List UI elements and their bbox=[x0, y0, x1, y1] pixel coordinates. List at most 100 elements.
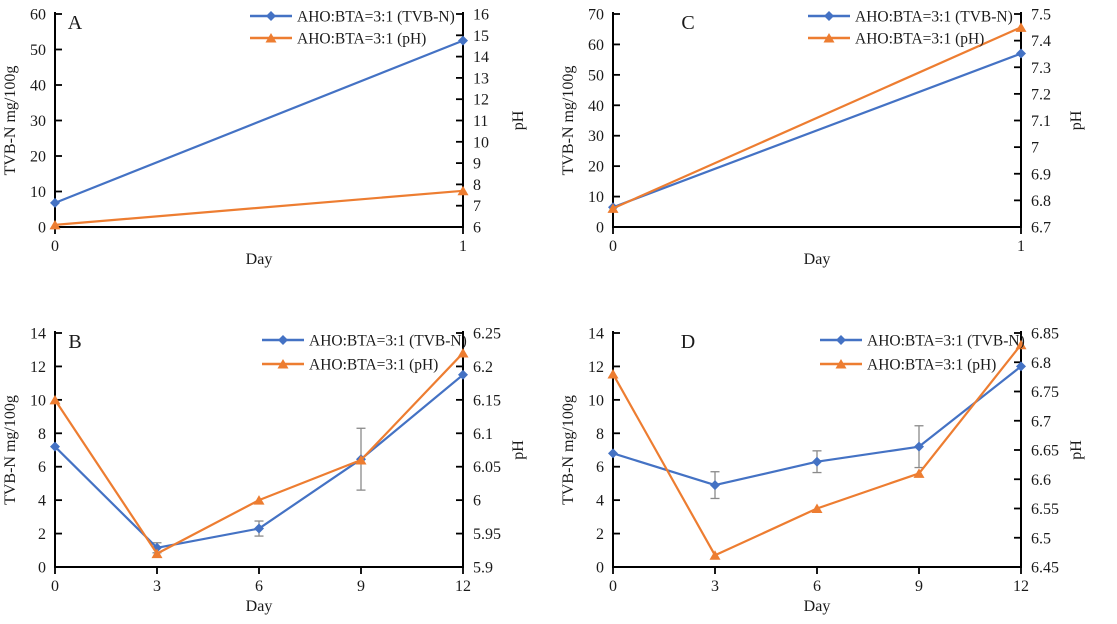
y-axis-left-tick-label: 6 bbox=[596, 459, 604, 476]
panel-label: B bbox=[68, 331, 81, 353]
x-axis-tick-label: 1 bbox=[1017, 238, 1025, 255]
y-axis-right-tick-label: 5.9 bbox=[473, 560, 493, 577]
x-axis-tick-label: 6 bbox=[813, 578, 821, 595]
series-line-ph bbox=[611, 343, 1023, 557]
y-axis-right-tick-label: 6.25 bbox=[473, 326, 501, 343]
y-axis-left-tick-label: 20 bbox=[588, 159, 604, 176]
y-axis-left-tick-label: 0 bbox=[38, 220, 46, 237]
data-point-diamond bbox=[1016, 361, 1026, 372]
legend: AHO:BTA=3:1 (TVB-N) AHO:BTA=3:1 (pH) bbox=[250, 9, 455, 48]
legend-item: AHO:BTA=3:1 (TVB-N) bbox=[250, 9, 455, 26]
legend-triangle-marker bbox=[835, 359, 847, 369]
data-point-diamond bbox=[254, 523, 264, 534]
y-axis-right-tick-label: 6.15 bbox=[473, 392, 501, 409]
y-axis-right-tick-label: 6.1 bbox=[473, 426, 493, 443]
y-axis-left-tick-label: 10 bbox=[30, 184, 46, 201]
legend-item: AHO:BTA=3:1 (TVB-N) bbox=[820, 333, 1025, 350]
legend-item: AHO:BTA=3:1 (TVB-N) bbox=[808, 9, 1013, 26]
chart-svg-C: 0102030405060706.76.86.977.17.27.37.47.5… bbox=[560, 7, 1085, 269]
y-axis-right-tick-label: 14 bbox=[473, 49, 489, 66]
x-axis-title: Day bbox=[246, 251, 273, 268]
y-axis-left-tick-label: 20 bbox=[30, 149, 46, 166]
x-axis-title: Day bbox=[246, 598, 273, 615]
y-axis-right-title: pH bbox=[510, 440, 527, 460]
legend-label: AHO:BTA=3:1 (pH) bbox=[309, 357, 438, 374]
data-point-triangle bbox=[1015, 22, 1027, 32]
x-axis-tick-label: 12 bbox=[1013, 578, 1029, 595]
y-axis-left-title: TVB-N mg/100g bbox=[2, 395, 19, 505]
y-axis-left-tick-label: 2 bbox=[596, 526, 604, 543]
data-point-diamond bbox=[458, 35, 468, 46]
y-axis-left-tick-label: 8 bbox=[38, 426, 46, 443]
y-axis-left-tick-label: 30 bbox=[30, 113, 46, 130]
y-axis-left-tick-label: 8 bbox=[596, 426, 604, 443]
data-point-triangle bbox=[49, 219, 61, 230]
series-line-tvbn bbox=[53, 39, 465, 204]
legend-item: AHO:BTA=3:1 (pH) bbox=[262, 357, 438, 374]
data-point-diamond bbox=[608, 448, 618, 459]
y-axis-left-tick-label: 12 bbox=[588, 359, 604, 376]
y-axis-right-tick-label: 6 bbox=[473, 493, 481, 510]
y-axis-left-tick-label: 50 bbox=[588, 67, 604, 84]
y-axis-left-tick-label: 60 bbox=[588, 37, 604, 54]
panel-label: D bbox=[681, 331, 695, 353]
y-axis-right-tick-label: 7.5 bbox=[1031, 7, 1051, 24]
series-line-ph bbox=[53, 189, 465, 226]
legend-item: AHO:BTA=3:1 (pH) bbox=[250, 31, 426, 48]
y-axis-right-tick-label: 5.95 bbox=[473, 526, 501, 543]
data-point-triangle bbox=[913, 468, 925, 478]
legend-label: AHO:BTA=3:1 (TVB-N) bbox=[867, 333, 1025, 350]
y-axis-right-tick-label: 6 bbox=[473, 220, 481, 237]
y-axis-right-tick-label: 6.65 bbox=[1031, 443, 1059, 460]
y-axis-left-tick-label: 0 bbox=[596, 560, 604, 577]
y-axis-left-title: TVB-N mg/100g bbox=[560, 395, 577, 505]
legend: AHO:BTA=3:1 (TVB-N) AHO:BTA=3:1 (pH) bbox=[820, 333, 1025, 374]
chart-svg-D: 0 2 4 6 8 10 12 14 6.45 6.5 6.55 6.6 6.65 6.7 6.75 6.8 6… bbox=[560, 326, 1085, 616]
legend-item: AHO:BTA=3:1 (TVB-N) bbox=[262, 333, 467, 350]
legend-diamond-marker bbox=[836, 335, 846, 345]
x-axis-tick-label: 12 bbox=[455, 578, 471, 595]
x-axis-tick-label: 0 bbox=[609, 238, 617, 255]
y-axis-right-tick-label: 7.4 bbox=[1031, 33, 1051, 50]
y-axis-right-tick-label: 10 bbox=[473, 134, 489, 151]
y-axis-right-tick-label: 6.8 bbox=[1031, 193, 1051, 210]
y-axis-left-tick-label: 10 bbox=[588, 189, 604, 206]
y-axis-right-tick-label: 6.7 bbox=[1031, 220, 1051, 237]
y-axis-left-tick-label: 14 bbox=[30, 326, 46, 343]
y-axis-right-tick-label: 7 bbox=[473, 198, 481, 215]
y-axis-left-tick-label: 0 bbox=[38, 560, 46, 577]
data-point-diamond bbox=[50, 197, 60, 208]
y-axis-right-tick-label: 7.3 bbox=[1031, 60, 1051, 77]
y-axis-left-tick-label: 10 bbox=[30, 392, 46, 409]
legend-label: AHO:BTA=3:1 (pH) bbox=[855, 31, 984, 48]
chart-svg-B: 0 2 4 6 8 10 12 14 5.9 5.95 6 6.05 6.1 6.15 6.2 6.25 0 3 6… bbox=[2, 326, 527, 616]
y-axis-right-tick-label: 7.2 bbox=[1031, 86, 1051, 103]
legend-triangle-marker bbox=[265, 33, 277, 43]
data-point-triangle bbox=[457, 348, 469, 358]
y-axis-left-tick-label: 14 bbox=[588, 326, 604, 343]
y-axis-right-tick-label: 6.5 bbox=[1031, 530, 1051, 547]
y-axis-right-tick-label: 12 bbox=[473, 92, 489, 109]
y-axis-left-tick-label: 4 bbox=[38, 493, 46, 510]
legend-triangle-marker bbox=[823, 33, 835, 43]
chart-svg-A: 0 10 20 30 40 50 60 6 7 8 9 10 11 12 13 14 15 16 0 1 TVB-N m… bbox=[2, 7, 527, 269]
x-axis-tick-label: 0 bbox=[609, 578, 617, 595]
legend-label: AHO:BTA=3:1 (pH) bbox=[297, 31, 426, 48]
x-axis-tick-label: 3 bbox=[153, 578, 161, 595]
y-axis-left-tick-label: 6 bbox=[38, 459, 46, 476]
data-point-diamond bbox=[710, 480, 720, 491]
chart-panel-D: 0 2 4 6 8 10 12 14 6.45 6.5 6.55 6.6 6.65 6.7 6.75 6.8 6… bbox=[558, 300, 1117, 624]
y-axis-left-tick-label: 12 bbox=[30, 359, 46, 376]
legend: AHO:BTA=3:1 (TVB-N) AHO:BTA=3:1 (pH) bbox=[808, 9, 1013, 48]
y-axis-right-tick-label: 11 bbox=[473, 113, 488, 130]
y-axis-left-title: TVB-N mg/100g bbox=[560, 66, 577, 176]
y-axis-right-tick-label: 6.9 bbox=[1031, 166, 1051, 183]
y-axis-right-tick-label: 6.05 bbox=[473, 459, 501, 476]
y-axis-right-tick-label: 6.6 bbox=[1031, 472, 1051, 489]
legend-label: AHO:BTA=3:1 (TVB-N) bbox=[297, 9, 455, 26]
x-axis-tick-label: 9 bbox=[357, 578, 365, 595]
legend-diamond-marker bbox=[266, 11, 276, 21]
chart-panel-B: 0 2 4 6 8 10 12 14 5.9 5.95 6 6.05 6.1 6.15 6.2 6.25 0 3 6… bbox=[0, 300, 558, 624]
y-axis-right-tick-label: 6.45 bbox=[1031, 560, 1059, 577]
